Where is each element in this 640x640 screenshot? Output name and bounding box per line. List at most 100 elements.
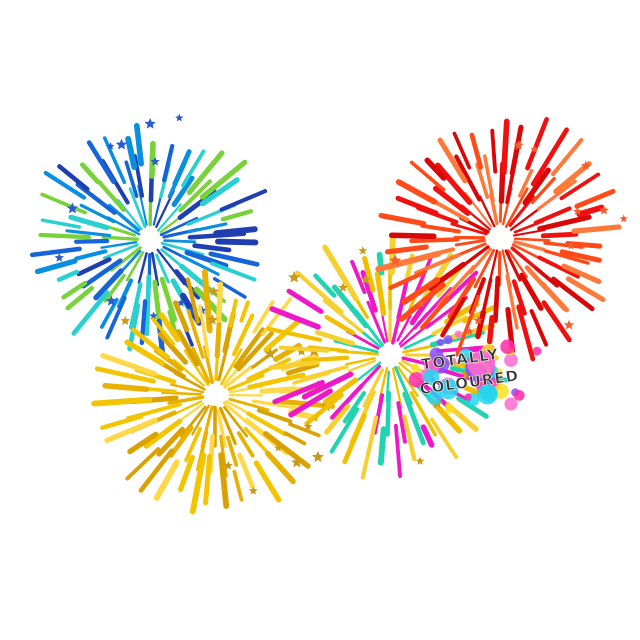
- star-icon: [106, 142, 115, 150]
- firework-streak: [247, 372, 306, 390]
- firework-streak: [65, 285, 94, 311]
- firework-streak: [155, 253, 170, 284]
- firework-streak: [543, 249, 590, 265]
- firework-streak: [223, 405, 249, 438]
- firework-streak: [509, 124, 524, 176]
- firework-streak: [366, 300, 387, 344]
- firework-streak: [505, 274, 519, 330]
- firework-streak: [388, 232, 437, 240]
- firework-streak: [233, 327, 266, 369]
- firework-streak: [504, 187, 529, 228]
- firework-streak: [168, 425, 194, 458]
- firework-streak: [513, 240, 546, 252]
- firework-streak: [313, 273, 337, 298]
- firework-streak: [157, 331, 188, 365]
- firework-streak: [329, 407, 360, 454]
- paint-blob: [436, 338, 444, 347]
- paint-blob: [464, 393, 472, 401]
- star-icon: [274, 443, 283, 452]
- firework-streak: [537, 255, 580, 279]
- firework-streak: [516, 304, 536, 362]
- firework-streak: [134, 122, 144, 167]
- firework-streak: [409, 160, 446, 192]
- firework-streak: [91, 396, 153, 407]
- star-icon: [175, 113, 184, 122]
- paint-blob: [454, 330, 462, 338]
- firework-streak: [342, 391, 367, 424]
- firework-streak: [268, 360, 320, 370]
- firework-streak: [184, 426, 202, 463]
- star-icon: [208, 286, 219, 296]
- firework-streak: [436, 265, 476, 307]
- firework-streak: [158, 312, 181, 343]
- firework-streak: [292, 371, 331, 385]
- firework-streak: [395, 195, 439, 216]
- firework-streak: [286, 288, 324, 314]
- firework-streak: [301, 371, 354, 400]
- firework-streak: [186, 150, 225, 195]
- firework-streak: [272, 379, 325, 405]
- firework-streak: [283, 431, 307, 446]
- firework-streak: [509, 208, 540, 232]
- firework-streak: [378, 212, 427, 227]
- firework-streak: [210, 261, 257, 282]
- firework-streak: [153, 459, 180, 501]
- firework-streak: [420, 223, 461, 234]
- firework-streak: [102, 382, 150, 393]
- star-icon: [473, 315, 483, 325]
- firework-streak: [398, 282, 446, 322]
- firework-streak: [420, 296, 450, 330]
- firework-streak: [125, 251, 145, 282]
- firework-streak: [223, 364, 254, 389]
- firework-streak: [454, 239, 486, 247]
- firework-streak: [187, 222, 228, 234]
- firework-streak: [75, 182, 117, 215]
- firework-streak: [178, 454, 195, 492]
- firework-streak: [447, 276, 477, 319]
- firework-streak: [395, 179, 438, 205]
- firework-streak: [76, 257, 112, 277]
- firework-streak: [534, 266, 559, 288]
- firework-streak: [103, 273, 126, 303]
- firework-streak: [301, 355, 350, 363]
- star-icon: [465, 327, 474, 336]
- star-icon: [206, 314, 218, 325]
- paint-blob: [500, 339, 515, 355]
- paint-blob: [513, 389, 525, 401]
- blue-firework: [29, 113, 268, 356]
- firework-streak: [551, 276, 595, 312]
- firework-streak: [396, 401, 407, 444]
- firework-streak: [269, 306, 321, 330]
- firework-streak: [251, 399, 303, 411]
- firework-streak: [124, 339, 165, 367]
- firework-streak: [79, 203, 116, 224]
- firework-streak: [288, 388, 333, 418]
- firework-streak: [184, 249, 229, 269]
- firework-streak: [167, 395, 205, 405]
- firework-streak: [402, 344, 437, 354]
- firework-streak: [561, 263, 602, 285]
- firework-streak: [191, 347, 211, 384]
- firework-streak: [163, 239, 197, 244]
- firework-streak: [529, 309, 549, 347]
- firework-streak: [508, 195, 535, 227]
- firework-streak: [424, 157, 447, 181]
- star-icon: [513, 139, 524, 150]
- firework-streak: [220, 348, 243, 386]
- firework-streak: [536, 179, 577, 211]
- firework-streak: [215, 238, 259, 246]
- star-icon: [150, 156, 160, 166]
- firework-streak: [138, 448, 175, 493]
- firework-streak: [56, 269, 80, 282]
- firework-streak: [219, 189, 268, 212]
- firework-streak: [475, 309, 486, 340]
- firework-streak: [152, 194, 163, 226]
- firework-streak: [522, 167, 551, 206]
- paint-splash: [408, 330, 542, 414]
- firework-streak: [402, 391, 426, 446]
- firework-streak: [181, 254, 220, 276]
- star-icon: [105, 295, 117, 306]
- firework-streak: [403, 333, 437, 350]
- firework-streak: [500, 118, 510, 176]
- firework-streak: [391, 367, 403, 409]
